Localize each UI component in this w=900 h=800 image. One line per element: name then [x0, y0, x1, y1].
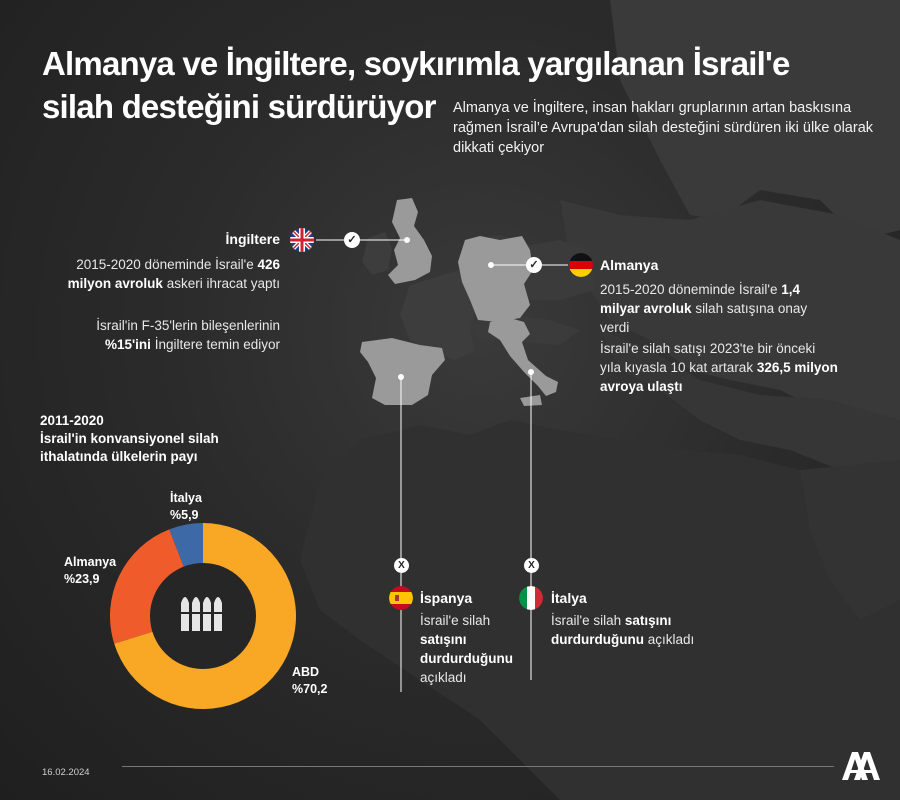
bullets-icon: [180, 597, 223, 631]
italy-flag-icon: [519, 586, 543, 610]
uk-text-1: 2015-2020 döneminde İsrail'e 426 milyon …: [67, 257, 280, 291]
slice-name-abd: ABD: [292, 665, 320, 679]
italy-text: İsrail'e silah satışını durdurduğunu açı…: [551, 613, 695, 647]
land-france: [400, 270, 478, 360]
page-subtitle: Almanya ve İngiltere, insan hakları grup…: [453, 100, 874, 156]
chart-title: 2011-2020 İsrail'in konvansiyonel silah …: [40, 412, 300, 466]
slice-value-italya: %5,9: [170, 508, 199, 522]
slice-name-italya: İtalya: [170, 491, 202, 505]
uk-flag-icon: [290, 228, 314, 252]
aa-logo-icon: [842, 752, 880, 780]
slice-label-italya: İtalya %5,9: [170, 490, 202, 524]
chart-title-line-2: İsrail'in konvansiyonel silah: [40, 431, 219, 446]
germany-text-2: İsrail'e silah satışı 2023'te bir önceki…: [600, 341, 838, 394]
spain-flag-icon: [389, 586, 413, 610]
land-ireland: [362, 232, 392, 275]
land-eastern-europe: [560, 200, 900, 420]
page-title: Almanya ve İngiltere, soykırımla yargıla…: [42, 45, 790, 125]
germany-text-1: 2015-2020 döneminde İsrail'e 1,4 milyar …: [600, 282, 808, 335]
footer-divider: [122, 766, 834, 767]
chart-title-line-1: 2011-2020: [40, 413, 104, 428]
germany-flag-icon: [569, 253, 593, 277]
slice-value-almanya: %23,9: [64, 572, 100, 586]
uk-check-icon: ✓: [344, 232, 360, 248]
spain-text: İsrail'e silah satışını durdurduğunu açı…: [420, 613, 513, 685]
map-germany: [458, 236, 533, 322]
germany-check-icon: ✓: [526, 257, 542, 273]
slice-label-almanya: Almanya %23,9: [64, 554, 116, 588]
map-uk: [388, 198, 432, 284]
land-africa: [300, 420, 900, 800]
land-middle-east: [800, 460, 900, 620]
slice-value-abd: %70,2: [292, 682, 328, 696]
italy-cross-icon: X: [524, 558, 539, 573]
germany-label: Almanya: [600, 257, 659, 273]
chart-title-line-3: ithalatında ülkelerin payı: [40, 449, 198, 464]
uk-label: İngiltere: [225, 231, 280, 247]
land-balkans-turkey: [600, 330, 900, 480]
map-spain: [360, 338, 445, 405]
land-scandinavia: [610, 0, 900, 240]
slice-name-almanya: Almanya: [64, 555, 117, 569]
spain-cross-icon: X: [394, 558, 409, 573]
donut-chart: [109, 523, 296, 709]
italy-label: İtalya: [551, 590, 587, 606]
uk-text-2: İsrail'in F-35'lerin bileşenlerinin %15'…: [96, 318, 280, 352]
spain-label: İspanya: [420, 590, 473, 606]
date-label: 16.02.2024: [42, 767, 90, 778]
map-italy: [488, 318, 558, 396]
slice-label-abd: ABD %70,2: [292, 664, 327, 698]
